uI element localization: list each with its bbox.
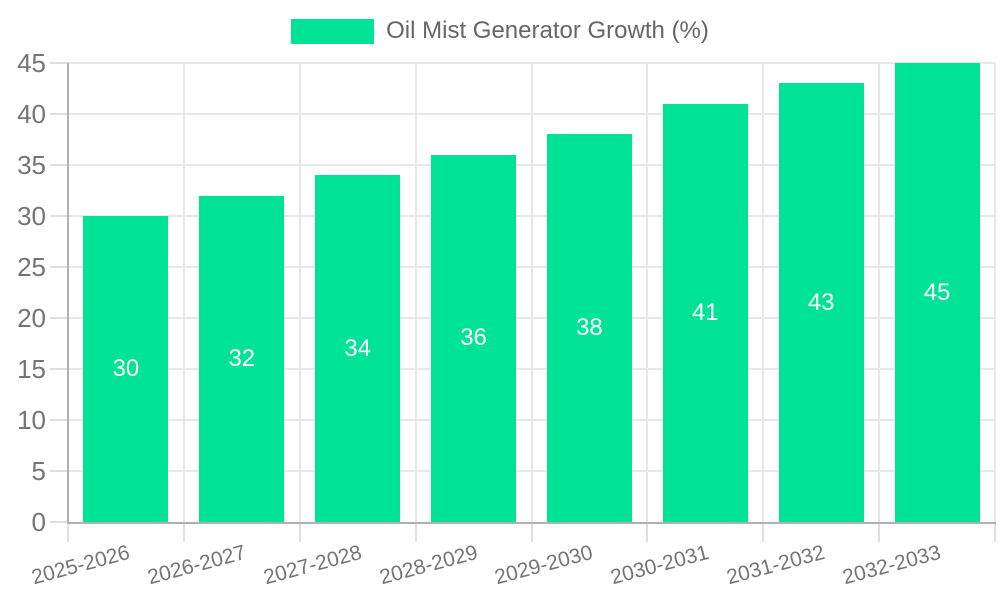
bar[interactable]: 36 [431,154,517,522]
y-axis-line [67,63,69,522]
y-tick [50,368,68,370]
y-tick [50,521,68,523]
v-gridline [182,63,185,522]
bar[interactable]: 34 [315,175,401,522]
bar-value-label: 45 [923,278,951,306]
y-tick [50,215,68,217]
y-tick [50,113,68,115]
x-tick [298,524,301,542]
y-tick [50,317,68,319]
x-tick [646,524,649,542]
x-tick [994,524,996,542]
y-tick [50,164,68,166]
x-tick [67,524,69,542]
y-tick [50,266,68,268]
legend-swatch [291,18,375,44]
y-axis-label: 20 [17,303,46,333]
x-tick [530,524,533,542]
y-tick [50,62,68,64]
v-gridline [530,63,533,522]
y-axis-label: 5 [31,456,46,486]
bar-value-label: 43 [807,288,835,316]
v-gridline [646,63,649,522]
bar-value-label: 41 [691,298,719,326]
v-gridline [878,63,881,522]
bar[interactable]: 32 [199,195,285,522]
y-tick [50,470,68,472]
y-axis-label: 45 [17,48,46,78]
y-axis-label: 15 [17,354,46,384]
x-tick [414,524,417,542]
v-gridline [762,63,765,522]
legend-item[interactable]: Oil Mist Generator Growth (%) [0,17,1000,45]
x-tick [878,524,881,542]
y-axis-label: 30 [17,201,46,231]
v-gridline [298,63,301,522]
v-gridline [414,63,417,522]
bar[interactable]: 43 [778,83,864,522]
legend-label: Oil Mist Generator Growth (%) [386,17,709,44]
x-tick [182,524,185,542]
y-axis-label: 35 [17,150,46,180]
bar[interactable]: 38 [546,134,632,522]
v-gridline [994,63,996,522]
bar-value-label: 32 [228,344,256,372]
bar-value-label: 34 [344,334,372,362]
bar-value-label: 30 [112,355,140,382]
bar[interactable]: 41 [662,103,748,522]
x-axis-line [67,522,996,524]
x-tick [762,524,765,542]
bar[interactable]: 30 [83,216,169,522]
bar-value-label: 36 [460,324,487,352]
y-axis-label: 25 [17,252,46,282]
y-tick [50,419,68,421]
y-axis-label: 0 [31,507,46,537]
y-axis-label: 40 [17,99,46,129]
bar-value-label: 38 [576,314,603,342]
bar[interactable]: 45 [894,63,980,522]
y-axis-label: 10 [17,405,46,435]
